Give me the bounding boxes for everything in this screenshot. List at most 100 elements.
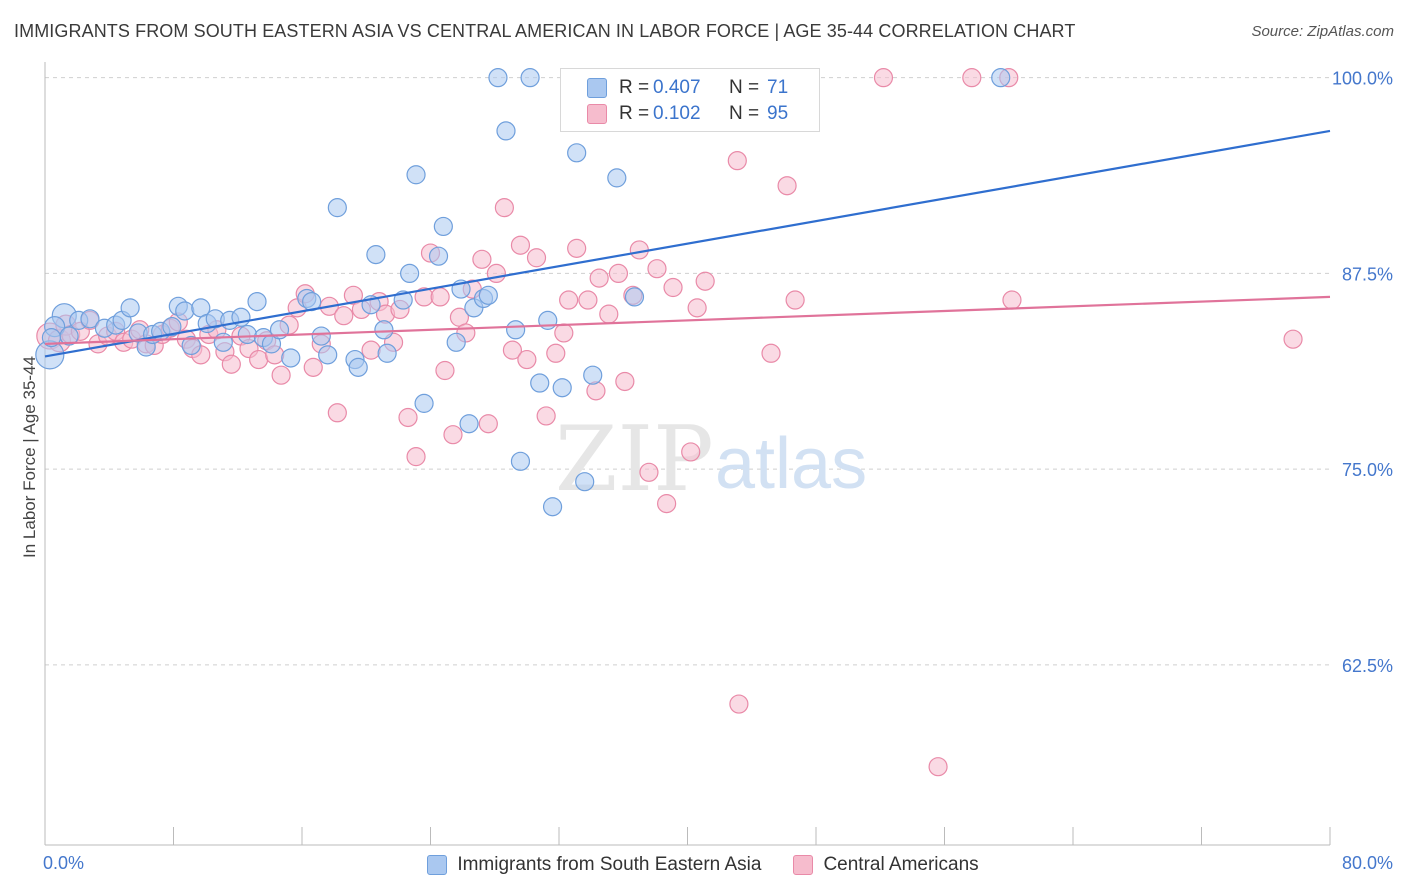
central-american-point (873, 68, 894, 88)
y-tick-label: 100.0% (1332, 69, 1393, 89)
sea-point (400, 263, 420, 284)
sea-point (991, 68, 1011, 88)
sea-point (459, 414, 479, 434)
sea-point (414, 393, 434, 413)
source-label: Source: ZipAtlas.com (1251, 23, 1394, 40)
sea-point (181, 335, 201, 356)
sea-point (374, 320, 394, 340)
series-legend: Immigrants from South Eastern Asia Centr… (0, 852, 1406, 878)
central-american-point (430, 287, 450, 307)
central-american-trend-line (44, 295, 1331, 345)
legend-n-label: N = (729, 77, 760, 98)
central-american-point (249, 349, 269, 370)
sea-point (281, 348, 301, 368)
sea-point (506, 320, 526, 340)
series-legend-label: Immigrants from South Eastern Asia (457, 854, 762, 875)
central-american-point (435, 360, 455, 381)
central-american-point (1283, 329, 1303, 349)
central-american-point (928, 757, 948, 777)
central-american-point (494, 198, 514, 218)
central-american-point (687, 298, 707, 318)
central-american-point (615, 371, 635, 392)
central-american-point (657, 494, 677, 514)
central-american-point (271, 365, 291, 385)
legend-r-value: 0.407 (653, 77, 701, 98)
central-american-point (443, 425, 463, 445)
sea-point (496, 121, 516, 141)
legend-r-label: R = (619, 77, 650, 98)
legend-n-value: 71 (767, 77, 789, 98)
sea-point (552, 378, 572, 398)
central-american-point (327, 403, 347, 423)
central-american-point (478, 414, 498, 434)
sea-point (327, 198, 347, 218)
central-american-point (559, 290, 579, 310)
legend-n-label: N = (729, 103, 760, 124)
central-american-point (599, 304, 619, 324)
central-american-point (221, 354, 241, 374)
central-american-point (526, 248, 547, 268)
sea-point (175, 301, 195, 321)
sea-point (120, 298, 140, 318)
sea-point (433, 216, 453, 237)
sea-point (348, 357, 368, 377)
y-tick-label: 87.5% (1342, 264, 1393, 284)
central-american-point (586, 381, 606, 401)
series-legend-item-central: Central Americans (793, 854, 979, 876)
central-american-point (681, 442, 701, 462)
central-american-point (546, 343, 566, 363)
sea-point (318, 345, 338, 365)
sea-point (162, 317, 182, 337)
sea-point (624, 287, 645, 307)
legend-row-pink: R = 0.102 N = 95 (587, 102, 788, 126)
central-american-point (554, 323, 574, 343)
central-american-point (777, 176, 797, 196)
legend-swatch-pink (587, 104, 607, 124)
sea-point (542, 497, 563, 517)
sea-point (247, 291, 267, 312)
central-american-point (1002, 290, 1022, 310)
series-swatch-pink (793, 855, 814, 875)
central-american-point (647, 259, 667, 279)
watermark-atlas: atlas (715, 424, 867, 504)
sea-point (377, 343, 397, 363)
sea-point (478, 285, 498, 305)
y-tick-label: 75.0% (1342, 460, 1393, 480)
central-american-point (472, 249, 492, 269)
central-american-point (406, 447, 426, 467)
sea-point (213, 332, 233, 352)
series-legend-label: Central Americans (823, 854, 979, 875)
tick-labels: 62.5% 75.0% 87.5% 100.0% 0.0% 80.0% (43, 69, 1393, 873)
central-american-point (536, 406, 556, 426)
central-american-point (663, 277, 683, 298)
central-american-point (695, 271, 715, 291)
chart-title: IMMIGRANTS FROM SOUTH EASTERN ASIA VS CE… (14, 21, 1076, 41)
sea-point (530, 373, 550, 393)
axis-layer (44, 62, 1331, 846)
central-american-point (589, 268, 609, 288)
sea-immigrants-points (35, 68, 1011, 517)
y-axis-label: In Labor Force | Age 35-44 (20, 356, 39, 558)
sea-point (237, 324, 257, 345)
central-american-point (727, 151, 747, 171)
central-american-point (761, 343, 781, 363)
sea-point (567, 143, 587, 163)
x-tick-label: 0.0% (43, 853, 84, 873)
central-american-point (361, 340, 381, 360)
series-swatch-blue (427, 855, 448, 875)
watermark: ZIP atlas (555, 407, 867, 512)
sea-point (607, 168, 627, 188)
sea-point (510, 451, 531, 471)
legend-row-blue: R = 0.407 N = 71 (587, 76, 788, 100)
central-american-point (517, 349, 537, 370)
central-american-point (334, 306, 354, 326)
central-american-point (303, 357, 323, 377)
central-american-point (398, 407, 418, 428)
sea-point (393, 290, 413, 310)
sea-point (406, 165, 426, 185)
sea-point (428, 246, 449, 266)
central-american-point (639, 462, 659, 482)
sea-trend-line (44, 129, 1331, 358)
trend-lines (44, 129, 1331, 358)
